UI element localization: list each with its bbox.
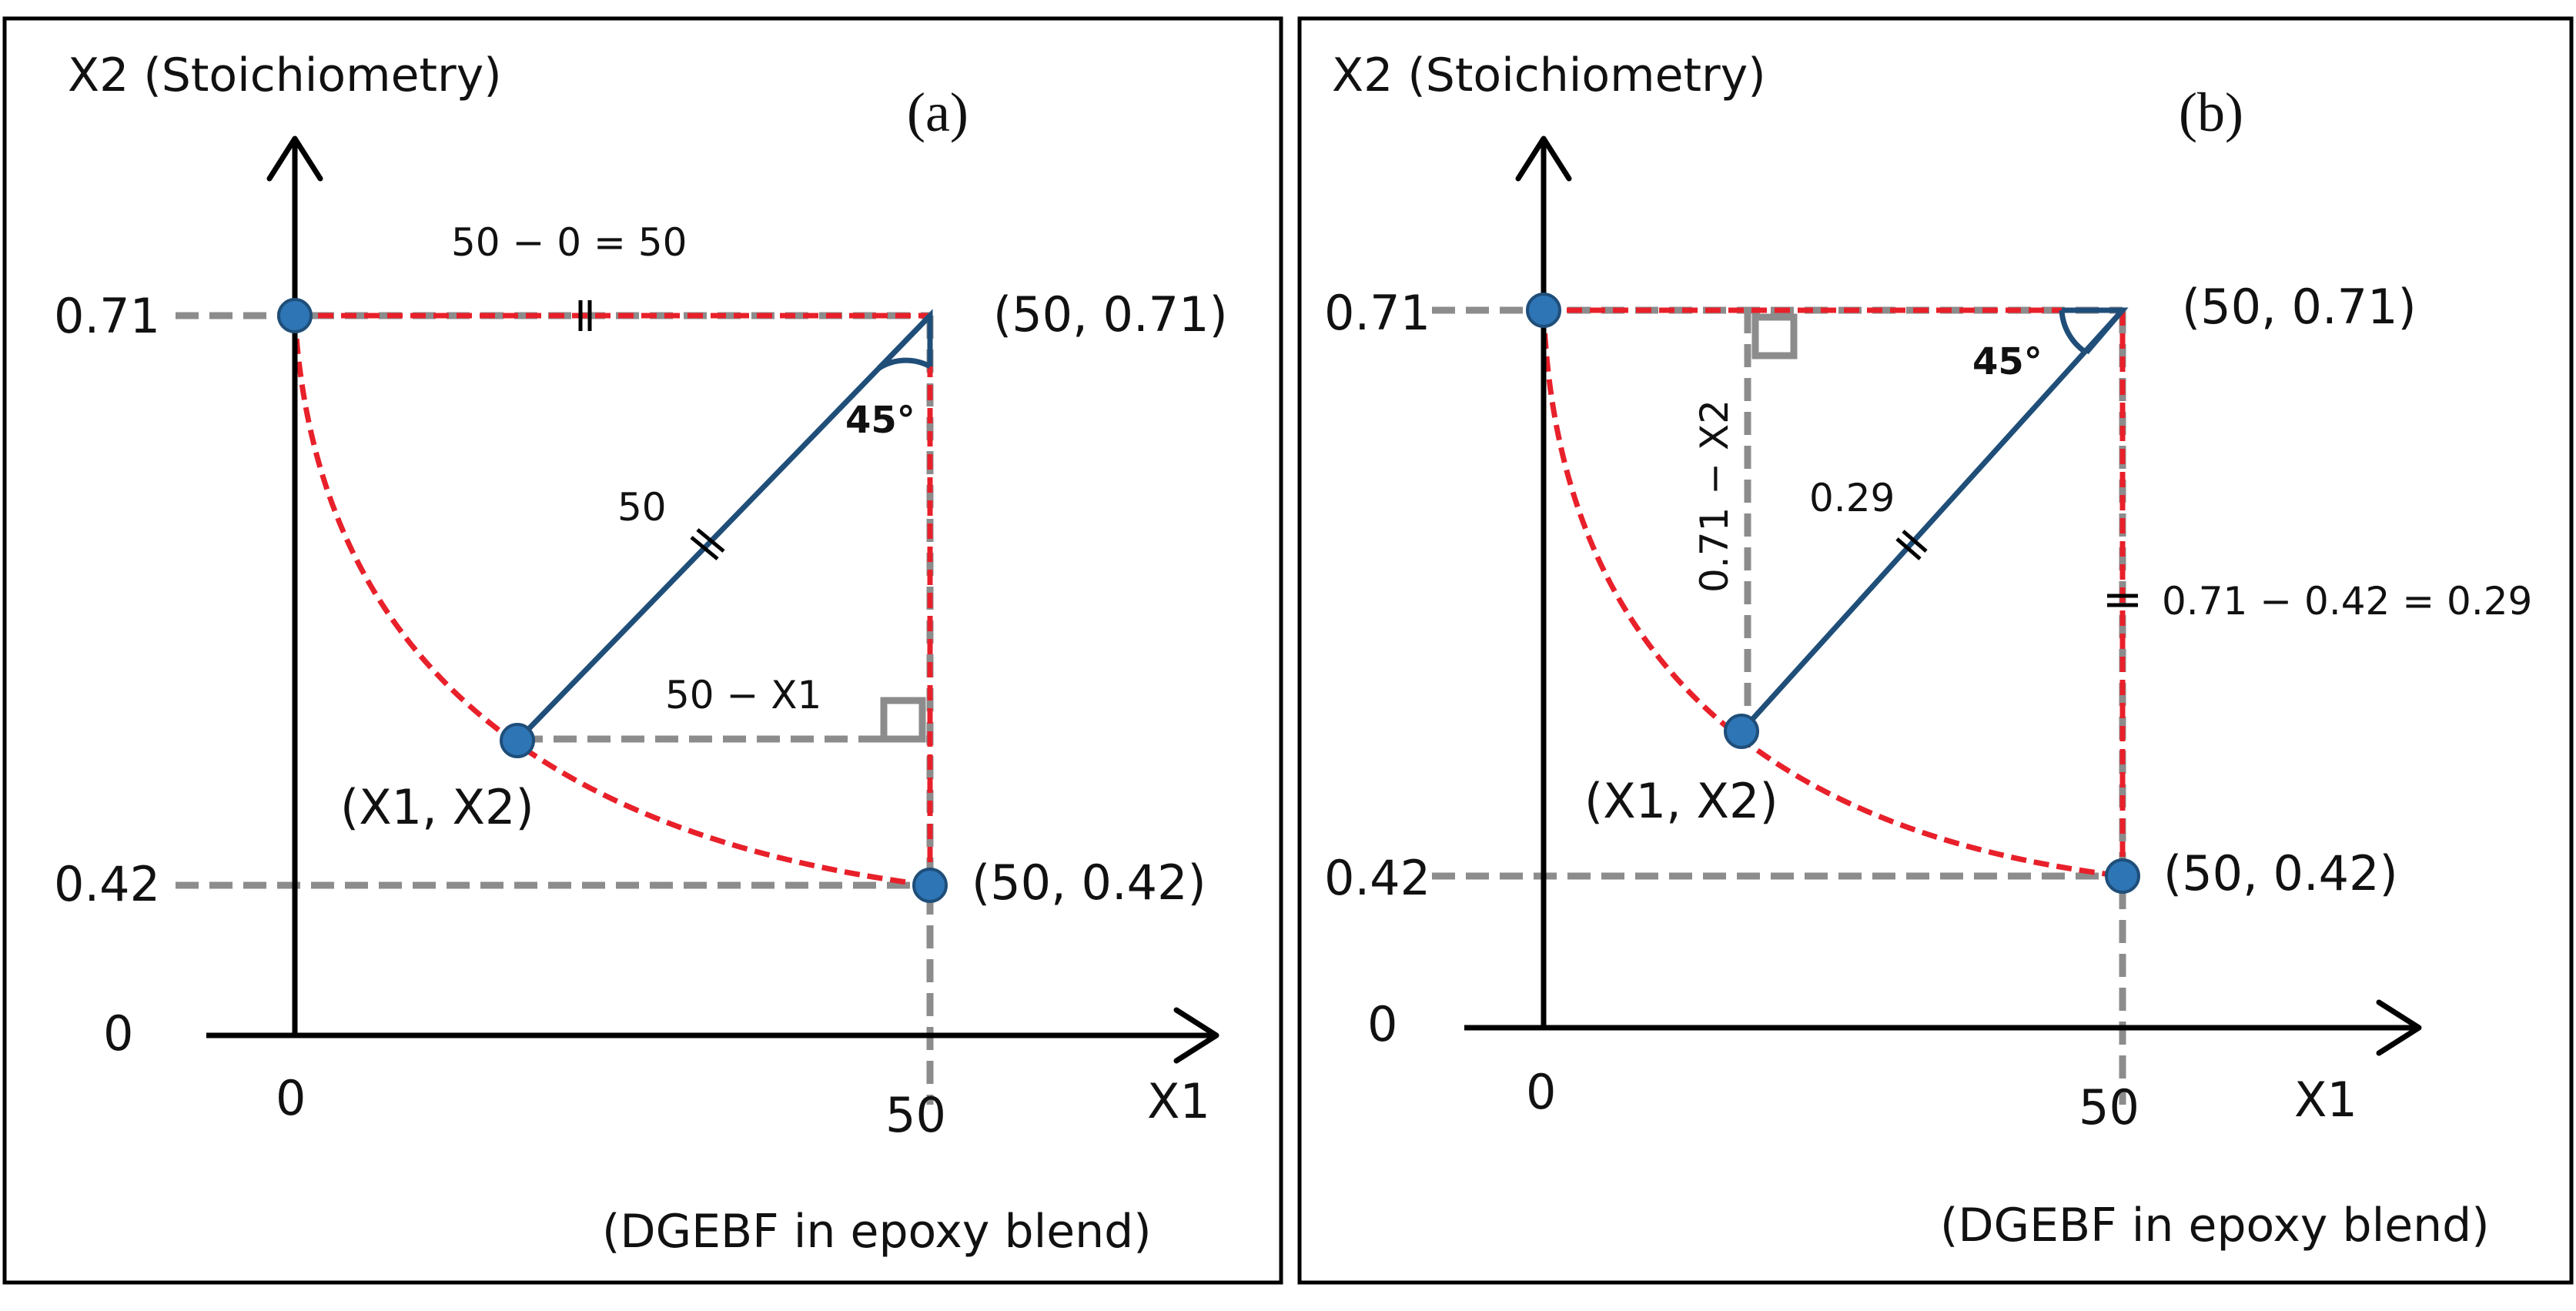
panel-b-point-bottom-right-label: (50, 0.42) bbox=[2163, 845, 2398, 901]
panel-b-point-start bbox=[1526, 293, 1561, 328]
panel-b: X2 (Stoichiometry) (b) 0.71 0.42 0 0 50 … bbox=[1297, 16, 2574, 1285]
panel-a-x-axis-subtitle: (DGEBF in epoxy blend) bbox=[602, 1205, 1152, 1259]
panel-a-point-curve bbox=[500, 723, 535, 758]
panel-b-angle-arc bbox=[2059, 309, 2088, 355]
panel-a-label: (a) bbox=[907, 82, 969, 143]
panel-a-y-tick-2: 0 bbox=[103, 1005, 133, 1062]
panel-b-x-tick-0: 0 bbox=[1526, 1064, 1556, 1120]
panel-b-equal-tick-2 bbox=[1902, 530, 1928, 553]
panel-a-y-arrow bbox=[266, 135, 323, 182]
panel-b-y-tick-2: 0 bbox=[1367, 996, 1397, 1052]
panel-a: X2 (Stoichiometry) (a) 0.71 0.42 0 0 50 … bbox=[2, 16, 1283, 1285]
panel-b-y-axis-title: X2 (Stoichiometry) bbox=[1332, 48, 1766, 102]
panel-a-point-start bbox=[277, 298, 313, 333]
panel-a-bottom-segment-label: 50 − X1 bbox=[665, 673, 821, 717]
panel-a-x-tick-1: 50 bbox=[885, 1087, 946, 1143]
panel-a-x-tick-0: 0 bbox=[276, 1070, 306, 1126]
panel-b-x-axis-subtitle: (DGEBF in epoxy blend) bbox=[1940, 1199, 2490, 1252]
panel-a-x-axis-title: X1 bbox=[1147, 1073, 1210, 1129]
panel-a-frame bbox=[2, 16, 1283, 1285]
panel-a-top-segment-label: 50 − 0 = 50 bbox=[451, 220, 687, 265]
panel-b-label: (b) bbox=[2179, 82, 2243, 143]
panel-a-equal-tick-3 bbox=[690, 536, 719, 560]
panel-b-y-tick-1: 0.42 bbox=[1324, 850, 1430, 906]
panel-b-equal-tick-1 bbox=[1895, 537, 1922, 560]
panel-a-right-angle-marker bbox=[880, 697, 926, 743]
panel-a-x-arrow bbox=[1173, 1007, 1219, 1064]
panel-b-radius-line bbox=[1739, 308, 2125, 734]
panel-a-equal-tick-4 bbox=[696, 528, 725, 553]
panel-b-point-top-right-label: (50, 0.71) bbox=[2182, 279, 2417, 335]
panel-b-right-angle-marker bbox=[1751, 313, 1798, 360]
panel-b-x-arrow bbox=[2376, 999, 2422, 1056]
panel-a-angle-wedge bbox=[877, 309, 933, 370]
panel-b-curve bbox=[1541, 309, 2123, 879]
panel-b-point-end bbox=[2105, 858, 2140, 894]
panel-b-y-arrow bbox=[1515, 135, 1572, 182]
panel-b-y-tick-0: 0.71 bbox=[1324, 285, 1430, 341]
panel-b-frame bbox=[1297, 16, 2574, 1285]
panel-b-right-segment-label: 0.71 − 0.42 = 0.29 bbox=[2162, 579, 2532, 624]
panel-a-point-curve-label: (X1, X2) bbox=[340, 779, 534, 835]
panel-a-angle-label: 45° bbox=[845, 399, 915, 442]
panel-b-hypotenuse-label: 0.29 bbox=[1809, 476, 1895, 520]
panel-b-angle-label: 45° bbox=[1972, 340, 2042, 383]
panel-a-hypotenuse-label: 50 bbox=[617, 485, 667, 530]
panel-b-angle-wedge bbox=[2062, 307, 2129, 355]
panel-a-point-top-right-label: (50, 0.71) bbox=[993, 286, 1228, 343]
panel-a-point-end bbox=[912, 868, 948, 903]
panel-a-y-axis-title: X2 (Stoichiometry) bbox=[68, 48, 502, 102]
panel-a-curve bbox=[292, 315, 931, 888]
panel-b-x-tick-1: 50 bbox=[2079, 1079, 2139, 1135]
panel-b-point-curve-label: (X1, X2) bbox=[1584, 773, 1778, 829]
panel-a-y-tick-1: 0.42 bbox=[54, 856, 160, 912]
panel-b-vertical-segment-label: 0.71 − X2 bbox=[1692, 400, 1737, 593]
panel-a-point-bottom-right-label: (50, 0.42) bbox=[972, 854, 1206, 911]
panel-a-radius-line bbox=[515, 313, 932, 743]
panel-b-x-axis-title: X1 bbox=[2294, 1072, 2357, 1128]
panel-a-y-tick-0: 0.71 bbox=[54, 288, 160, 344]
panel-b-point-curve bbox=[1724, 714, 1759, 749]
